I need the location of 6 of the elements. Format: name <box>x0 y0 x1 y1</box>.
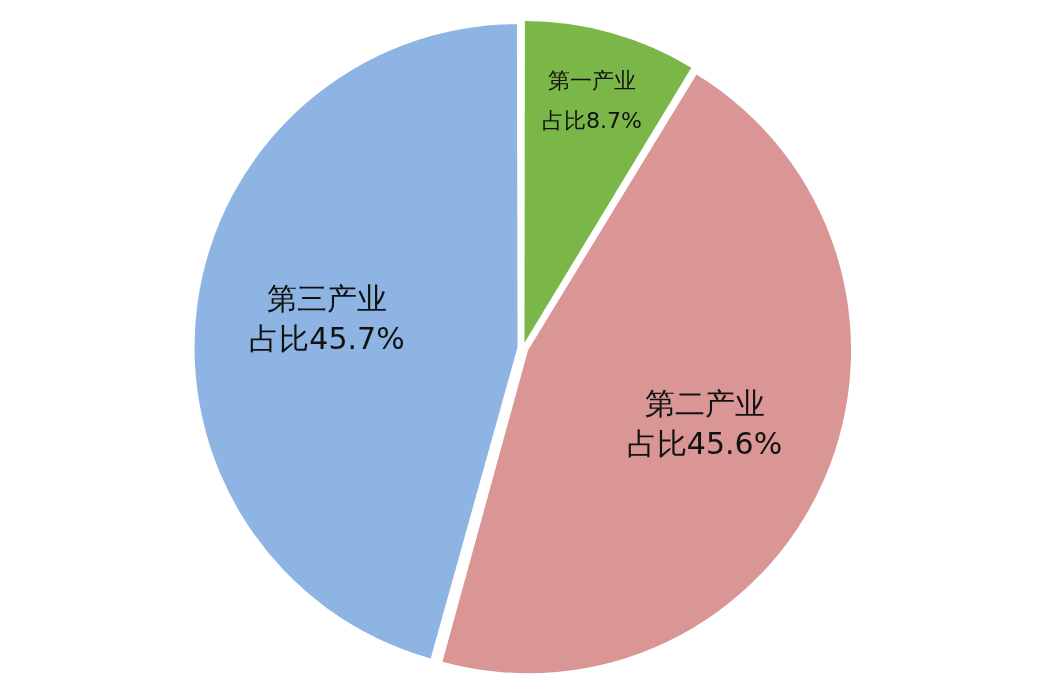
data-label: 占比45.6% <box>626 426 783 462</box>
slice-label: 第二产业 <box>644 386 765 422</box>
data-label: 占比45.7% <box>249 321 405 357</box>
data-label: 占比8.7% <box>541 107 642 133</box>
slice-label: 第一产业 <box>547 67 636 93</box>
slice-label: 第三产业 <box>267 281 388 317</box>
